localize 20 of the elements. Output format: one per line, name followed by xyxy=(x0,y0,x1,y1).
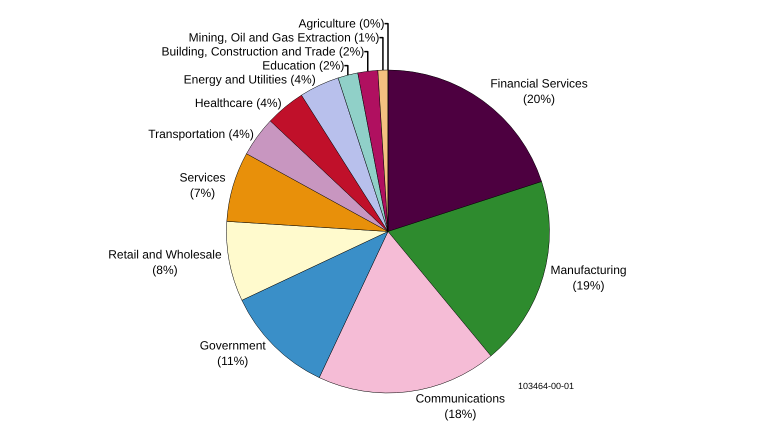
data-label: (8%) xyxy=(152,263,178,278)
slice-label: Retail and Wholesale xyxy=(108,247,222,262)
slice-label: Healthcare (4%) xyxy=(194,96,282,110)
slice-label: Government xyxy=(200,338,266,352)
data-label: (20%) xyxy=(523,92,556,106)
slice-label: Energy and Utilities (4%) xyxy=(184,72,316,87)
category-label: Agriculture (0%) xyxy=(298,16,384,31)
text: 103464-00-01 xyxy=(518,381,574,391)
slice-label: Manufacturing xyxy=(550,262,627,277)
slice-label: Building, Construction and Trade (2%) xyxy=(161,44,364,59)
slice-label: Mining, Oil and Gas Extraction (1%) xyxy=(188,30,380,45)
slice-label: Financial Services xyxy=(490,76,588,90)
slice-label: Services xyxy=(179,170,226,184)
data-label: (7%) xyxy=(190,186,216,200)
slice-label: Transportation (4%) xyxy=(148,127,254,142)
data-label: (19%) xyxy=(572,278,605,293)
data-label: (18%) xyxy=(444,407,476,422)
data-label: (11%) xyxy=(217,354,248,368)
slice-label: Education (2%) xyxy=(262,58,344,73)
slice-label: Communications xyxy=(416,391,506,406)
